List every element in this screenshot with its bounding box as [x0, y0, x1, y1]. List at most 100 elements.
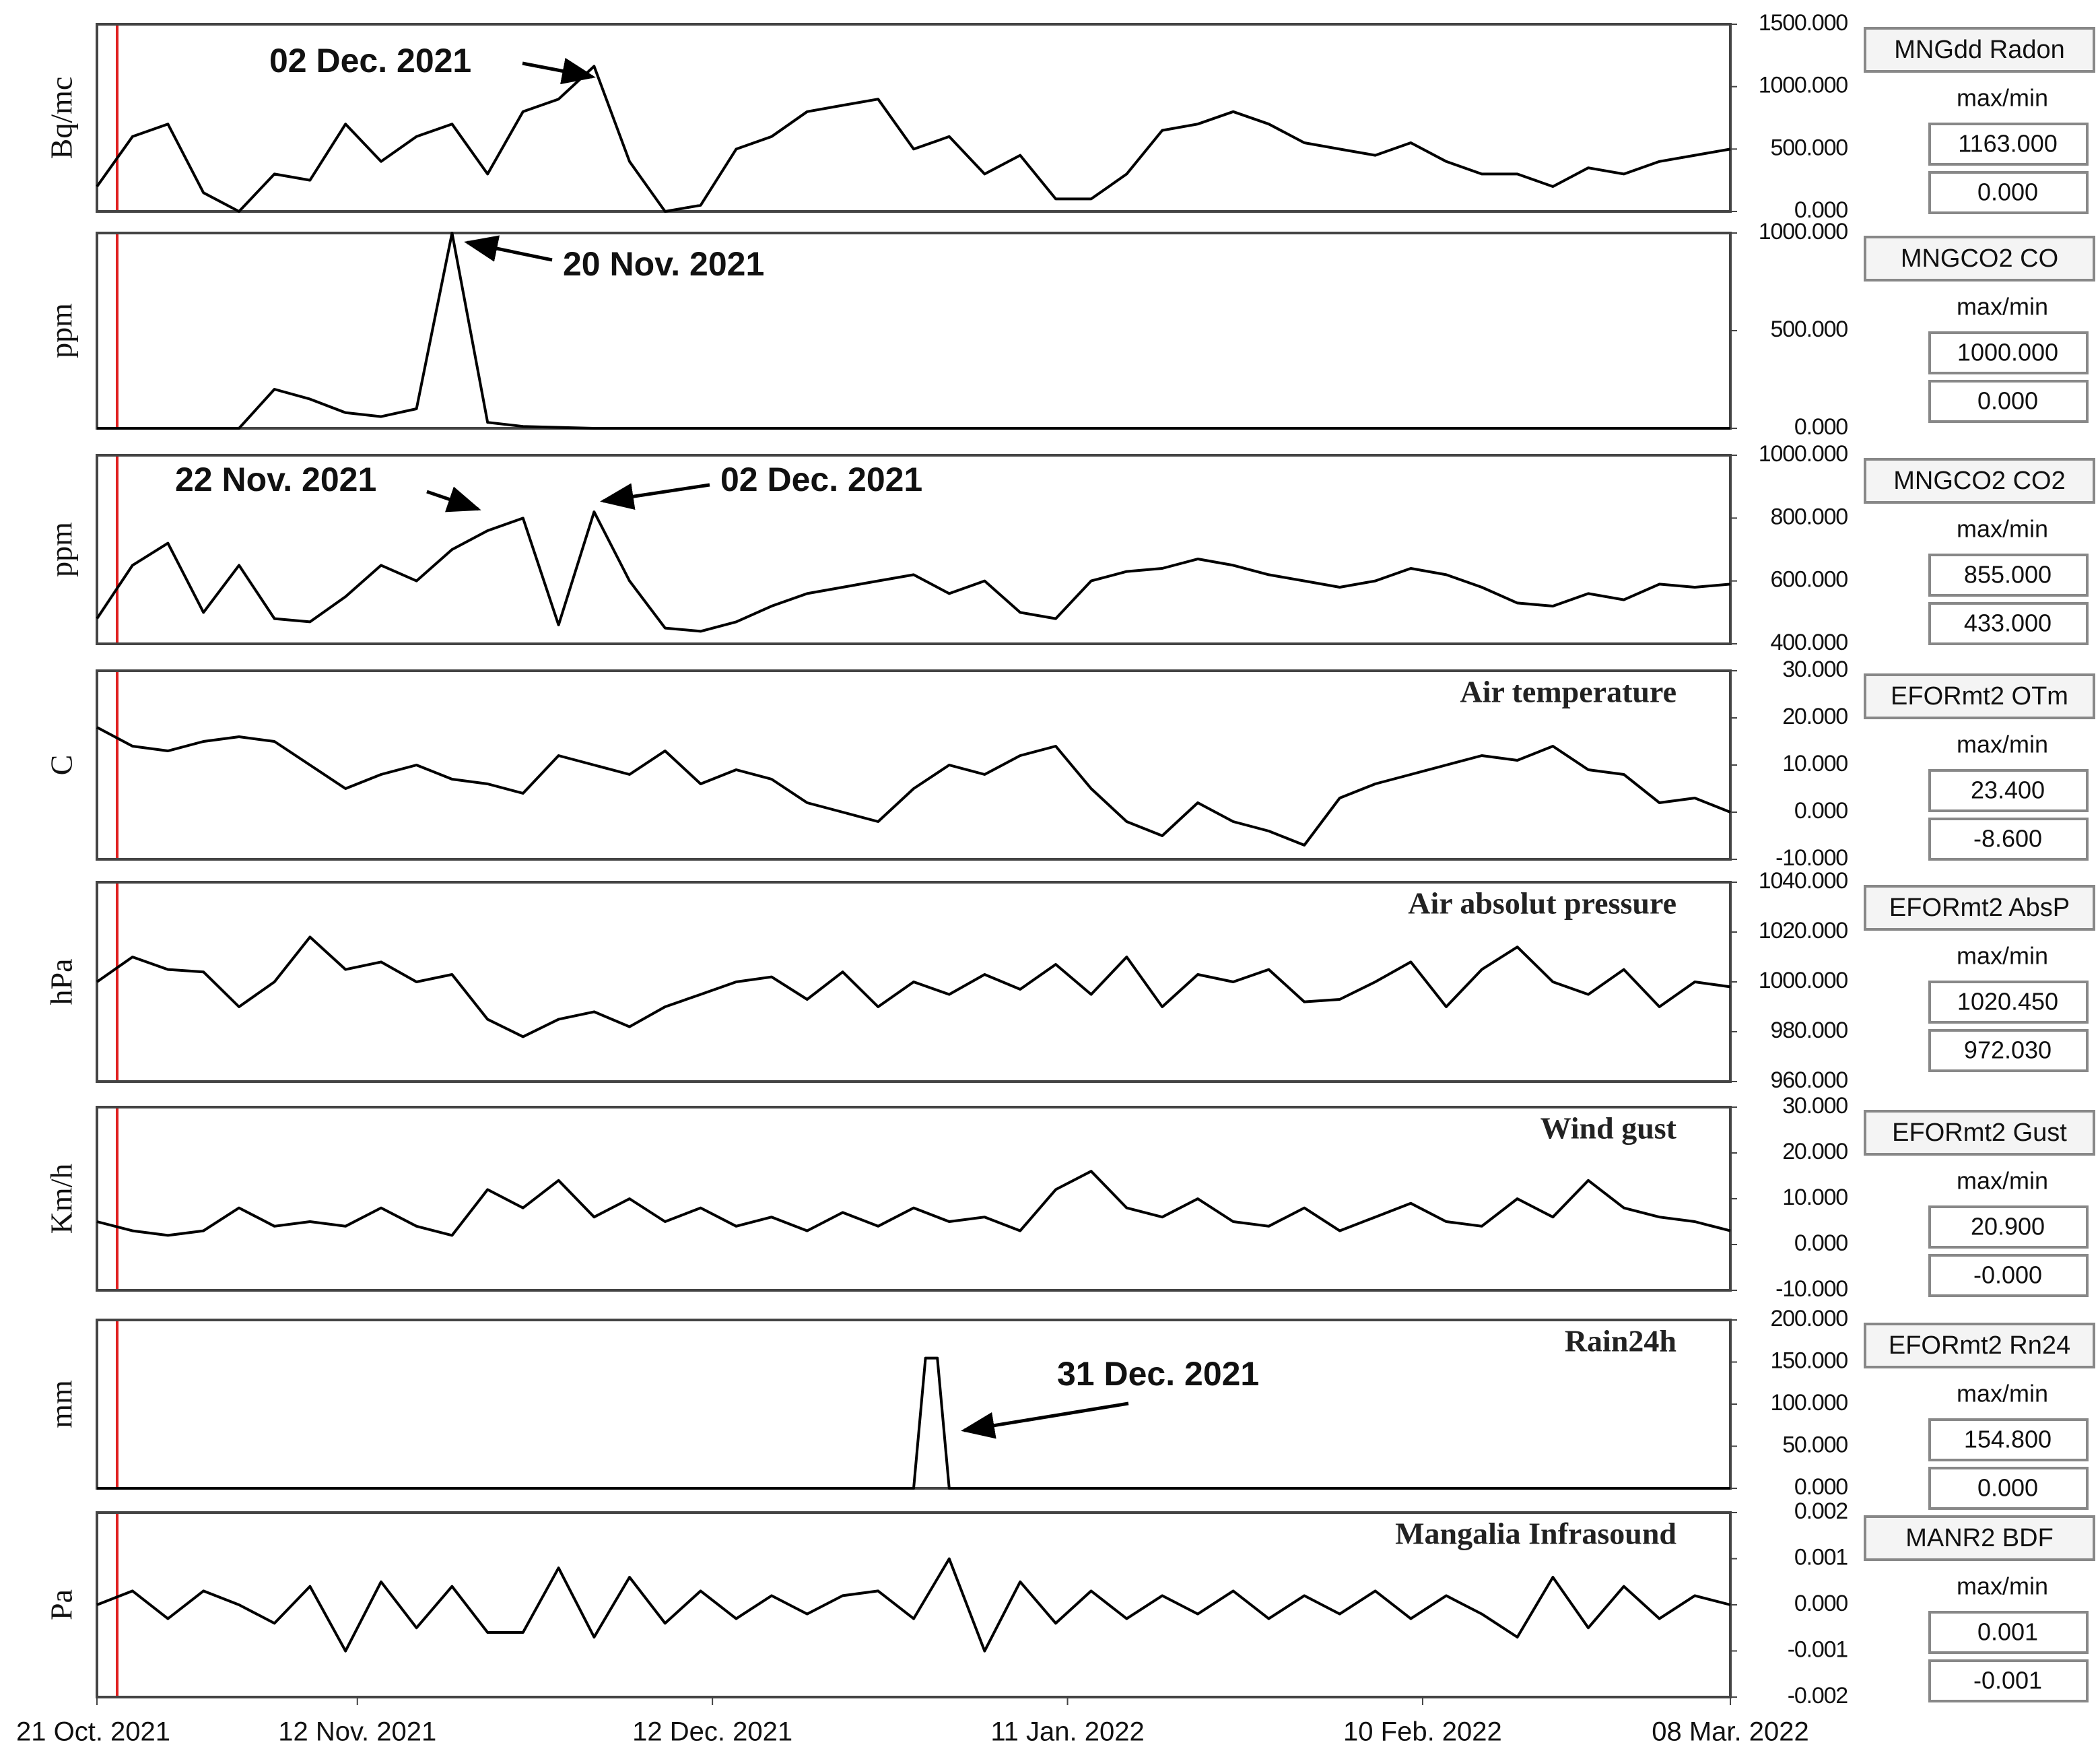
plot-frame: [96, 23, 1732, 213]
stats-label: max/min: [1957, 1167, 2048, 1195]
stat-box: [1928, 171, 2089, 214]
series-line: [96, 726, 1731, 847]
y-tick-label: 1000.000: [1759, 968, 1848, 993]
y-axis-label: C: [44, 755, 79, 776]
stat-value: 0.000: [1977, 1474, 2038, 1502]
y-tick-label: 0.000: [1794, 1230, 1848, 1256]
stat-value: 23.400: [1971, 776, 2045, 804]
y-tick-label: 30.000: [1782, 1093, 1848, 1119]
y-tick-label: 980.000: [1770, 1018, 1848, 1043]
series-line: [96, 1170, 1731, 1237]
annotation-arrow: [464, 235, 553, 262]
x-tick-label: 11 Jan. 2022: [990, 1717, 1144, 1747]
y-tick-label: 1040.000: [1759, 868, 1848, 894]
y-axis-label: ppm: [44, 522, 79, 577]
stats-label: max/min: [1957, 731, 2048, 758]
y-tick-label: 30.000: [1782, 657, 1848, 682]
channel-name: MANR2 BDF: [1905, 1524, 2054, 1552]
stat-value: 0.001: [1977, 1618, 2038, 1646]
stat-value: 154.800: [1964, 1426, 2052, 1453]
stat-box: [1928, 769, 2089, 812]
y-tick-label: 150.000: [1770, 1348, 1848, 1373]
y-tick-label: 20.000: [1782, 1139, 1848, 1164]
channel-box: [1864, 458, 2095, 504]
y-tick-label: 10.000: [1782, 1185, 1848, 1210]
channel-box: [1864, 1515, 2095, 1561]
channel-name: MNGCO2 CO: [1901, 244, 2058, 273]
y-tick-label: 10.000: [1782, 751, 1848, 776]
stat-box: [1928, 1467, 2089, 1510]
y-tick-label: 800.000: [1770, 504, 1848, 529]
series-line: [97, 232, 1730, 430]
annotation: 20 Nov. 2021: [563, 245, 764, 283]
stats-label: max/min: [1957, 84, 2048, 112]
y-tick-label: 0.000: [1794, 414, 1848, 440]
channel-name: EFORmt2 AbsP: [1889, 894, 2070, 922]
channel-name: EFORmt2 Rn24: [1889, 1331, 2070, 1360]
series-line: [97, 1356, 1730, 1490]
channel-box: [1864, 236, 2095, 282]
y-axis-label: Km/h: [44, 1164, 79, 1234]
plot-frame: [96, 1106, 1732, 1292]
y-tick-label: 0.000: [1794, 798, 1848, 824]
stat-value: 1020.450: [1957, 988, 2058, 1016]
y-tick-label: -10.000: [1775, 845, 1848, 871]
annotation-arrow: [426, 486, 481, 512]
y-tick-label: 20.000: [1782, 704, 1848, 729]
stats-label: max/min: [1957, 942, 2048, 970]
y-axis-label: Bq/mc: [44, 77, 79, 160]
stat-box: [1928, 331, 2089, 374]
y-tick-label: 1000.000: [1759, 73, 1848, 98]
y-tick-label: 0.000: [1794, 197, 1848, 223]
series-line: [96, 65, 1731, 213]
stat-value: 1163.000: [1958, 130, 2057, 158]
stat-box: [1928, 1029, 2089, 1072]
plot-frame: [96, 232, 1732, 430]
y-tick-label: 400.000: [1770, 630, 1848, 655]
stat-value: 0.000: [1977, 387, 2038, 415]
y-tick-label: 1000.000: [1759, 441, 1848, 467]
stat-value: 433.000: [1964, 609, 2052, 637]
stat-value: -8.600: [1973, 825, 2042, 853]
panel-title: Wind gust: [1540, 1111, 1677, 1146]
y-tick-label: 0.000: [1794, 1591, 1848, 1616]
plot-frame: [96, 1319, 1732, 1490]
annotation-arrow: [961, 1401, 1129, 1439]
stat-box: [1928, 554, 2089, 597]
annotation: 02 Dec. 2021: [269, 42, 471, 79]
stat-value: 1000.000: [1957, 339, 2058, 366]
channel-name: MNGdd Radon: [1894, 36, 2064, 64]
stat-value: 0.000: [1977, 178, 2038, 206]
stat-box: [1928, 818, 2089, 861]
channel-box: [1864, 1323, 2095, 1368]
panel-title: Rain24h: [1565, 1324, 1676, 1358]
x-tick-label: 12 Nov. 2021: [278, 1717, 436, 1747]
stat-value: -0.001: [1973, 1667, 2042, 1694]
panel-title: Air absolut pressure: [1408, 886, 1676, 921]
y-tick-label: 0.000: [1794, 1474, 1848, 1500]
y-tick-label: 0.002: [1794, 1498, 1848, 1524]
stat-box: [1928, 1254, 2089, 1297]
annotation: 31 Dec. 2021: [1057, 1355, 1259, 1393]
annotation: 02 Dec. 2021: [720, 461, 922, 498]
y-axis-label: ppm: [44, 303, 79, 358]
channel-name: EFORmt2 Gust: [1892, 1119, 2067, 1147]
stat-box: [1928, 1659, 2089, 1702]
y-tick-label: 50.000: [1782, 1432, 1848, 1457]
x-tick-label: 21 Oct. 2021: [16, 1717, 170, 1747]
y-tick-label: 100.000: [1770, 1390, 1848, 1416]
channel-box: [1864, 1110, 2095, 1156]
plot-frame: [96, 454, 1732, 645]
channel-name: EFORmt2 OTm: [1891, 682, 2068, 710]
series-line: [96, 935, 1731, 1038]
channel-box: [1864, 27, 2095, 73]
x-tick-label: 10 Feb. 2022: [1343, 1717, 1502, 1747]
annotation-arrow: [522, 57, 596, 85]
stat-box: [1928, 123, 2089, 166]
plot-frame: [96, 669, 1732, 861]
y-tick-label: 1020.000: [1759, 918, 1848, 943]
y-tick-label: 1500.000: [1759, 10, 1848, 36]
stat-box: [1928, 1418, 2089, 1461]
stat-value: -0.000: [1973, 1261, 2042, 1289]
